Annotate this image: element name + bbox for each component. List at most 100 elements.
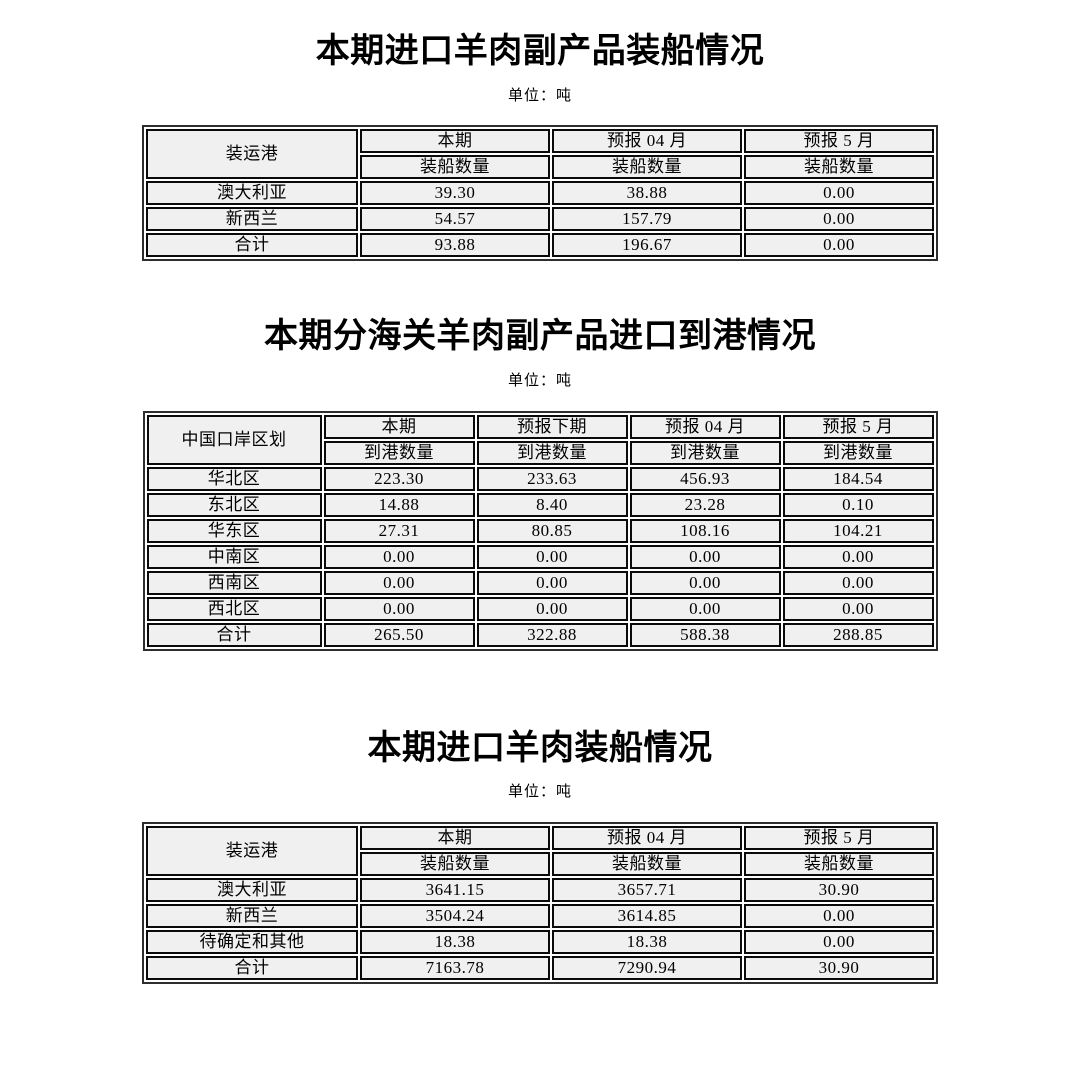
row-label: 西北区	[146, 596, 322, 621]
row-label: 华北区	[146, 466, 322, 491]
cell-value: 456.93	[629, 466, 781, 491]
row-label: 待确定和其他	[146, 929, 358, 954]
report-section-byproduct-arrival: 本期分海关羊肉副产品进口到港情况 单位：吨 中国口岸区划 本期 预报下期 预报 …	[0, 317, 1080, 651]
cell-value: 0.00	[744, 181, 934, 206]
byproduct-shipping-table: 装运港 本期 预报 04 月 预报 5 月 装船数量 装船数量 装船数量 澳大利…	[142, 125, 938, 262]
row-label: 合计	[146, 622, 322, 647]
table-total-row: 合计 93.88 196.67 0.00	[146, 233, 934, 258]
cell-value: 0.00	[744, 207, 934, 232]
row-label: 新西兰	[146, 207, 358, 232]
corner-header: 装运港	[146, 825, 358, 876]
column-header: 预报 04 月	[552, 825, 742, 850]
table-row: 华北区 223.30 233.63 456.93 184.54	[146, 466, 934, 491]
byproduct-arrival-table: 中国口岸区划 本期 预报下期 预报 04 月 预报 5 月 到港数量 到港数量 …	[142, 410, 938, 651]
cell-value: 184.54	[782, 466, 934, 491]
sub-header: 装船数量	[744, 851, 934, 876]
table-subheader-row: 装船数量 装船数量 装船数量	[146, 851, 934, 876]
cell-value: 0.00	[744, 929, 934, 954]
cell-value: 7290.94	[552, 955, 742, 980]
cell-value: 0.00	[476, 570, 628, 595]
cell-value: 27.31	[323, 518, 475, 543]
sub-header: 到港数量	[323, 440, 475, 465]
table-subheader-row: 到港数量 到港数量 到港数量 到港数量	[147, 440, 934, 465]
cell-value: 0.00	[782, 596, 934, 621]
cell-value: 23.28	[629, 492, 781, 517]
corner-header: 装运港	[146, 129, 358, 180]
column-header: 预报 5 月	[782, 414, 934, 439]
column-header: 本期	[360, 129, 550, 154]
cell-value: 3504.24	[360, 903, 550, 928]
cell-value: 0.00	[629, 596, 781, 621]
cell-value: 104.21	[782, 518, 934, 543]
row-label: 澳大利亚	[146, 181, 358, 206]
row-label: 中南区	[146, 544, 322, 569]
sub-header: 装船数量	[360, 155, 550, 180]
column-header: 本期	[323, 414, 475, 439]
row-label: 华东区	[146, 518, 322, 543]
cell-value: 322.88	[476, 622, 628, 647]
table-total-row: 合计 265.50 322.88 588.38 288.85	[146, 622, 934, 647]
cell-value: 0.00	[629, 544, 781, 569]
table-header-row: 中国口岸区划 本期 预报下期 预报 04 月 预报 5 月	[146, 414, 934, 465]
cell-value: 0.00	[323, 544, 475, 569]
cell-value: 54.57	[360, 207, 550, 232]
cell-value: 233.63	[476, 466, 628, 491]
sub-header: 装船数量	[552, 851, 742, 876]
table-row: 新西兰 3504.24 3614.85 0.00	[146, 903, 934, 928]
unit-label: 单位：吨	[507, 784, 572, 801]
page-title: 本期分海关羊肉副产品进口到港情况	[264, 318, 816, 356]
unit-label: 单位：吨	[507, 373, 572, 390]
row-label: 合计	[146, 955, 358, 980]
table-row: 澳大利亚 3641.15 3657.71 30.90	[146, 877, 934, 902]
row-label: 新西兰	[146, 903, 358, 928]
column-header: 预报 04 月	[552, 129, 742, 154]
sub-header: 到港数量	[629, 440, 781, 465]
table-row: 西南区 0.00 0.00 0.00 0.00	[146, 570, 934, 595]
cell-value: 80.85	[476, 518, 628, 543]
report-section-mutton-shipping: 本期进口羊肉装船情况 单位：吨 装运港 本期 预报 04 月 预报 5 月 装船…	[0, 729, 1080, 984]
sub-header: 装船数量	[360, 851, 550, 876]
mutton-shipping-table: 装运港 本期 预报 04 月 预报 5 月 装船数量 装船数量 装船数量 澳大利…	[142, 821, 938, 984]
sub-header: 到港数量	[782, 440, 934, 465]
corner-header: 中国口岸区划	[146, 414, 322, 465]
cell-value: 0.00	[323, 570, 475, 595]
cell-value: 0.00	[476, 544, 628, 569]
sub-header: 装船数量	[744, 155, 934, 180]
page-title: 本期进口羊肉副产品装船情况	[315, 33, 765, 70]
column-header: 预报下期	[476, 414, 628, 439]
cell-value: 0.00	[323, 596, 475, 621]
cell-value: 223.30	[323, 466, 475, 491]
table-row: 中南区 0.00 0.00 0.00 0.00	[146, 544, 934, 569]
cell-value: 38.88	[552, 181, 742, 206]
cell-value: 3657.71	[552, 877, 742, 902]
table-row: 华东区 27.31 80.85 108.16 104.21	[146, 518, 934, 543]
cell-value: 7163.78	[360, 955, 550, 980]
row-label: 西南区	[146, 570, 322, 595]
table-subheader-row: 装船数量 装船数量 装船数量	[146, 155, 934, 180]
table-header-row: 装运港 本期 预报 04 月 预报 5 月	[146, 825, 934, 876]
cell-value: 157.79	[552, 207, 742, 232]
column-header: 预报 5 月	[744, 825, 934, 850]
unit-label: 单位：吨	[507, 87, 572, 104]
cell-value: 0.00	[476, 596, 628, 621]
table-row: 东北区 14.88 8.40 23.28 0.10	[146, 492, 934, 517]
cell-value: 108.16	[629, 518, 781, 543]
column-header: 预报 5 月	[744, 129, 934, 154]
cell-value: 93.88	[360, 233, 550, 258]
cell-value: 0.00	[782, 570, 934, 595]
row-label: 合计	[146, 233, 358, 258]
cell-value: 3641.15	[360, 877, 550, 902]
table-row: 澳大利亚 39.30 38.88 0.00	[146, 181, 934, 206]
table-header-row: 装运港 本期 预报 04 月 预报 5 月	[146, 129, 934, 180]
page-title: 本期进口羊肉装船情况	[367, 729, 713, 767]
table-row: 西北区 0.00 0.00 0.00 0.00	[146, 596, 934, 621]
row-label: 澳大利亚	[146, 877, 358, 902]
report-section-byproduct-shipping: 本期进口羊肉副产品装船情况 单位：吨 装运港 本期 预报 04 月 预报 5 月…	[0, 32, 1080, 262]
cell-value: 265.50	[323, 622, 475, 647]
cell-value: 0.00	[744, 233, 934, 258]
table-total-row: 合计 7163.78 7290.94 30.90	[146, 955, 934, 980]
cell-value: 18.38	[552, 929, 742, 954]
cell-value: 0.10	[782, 492, 934, 517]
cell-value: 0.00	[782, 544, 934, 569]
cell-value: 588.38	[629, 622, 781, 647]
